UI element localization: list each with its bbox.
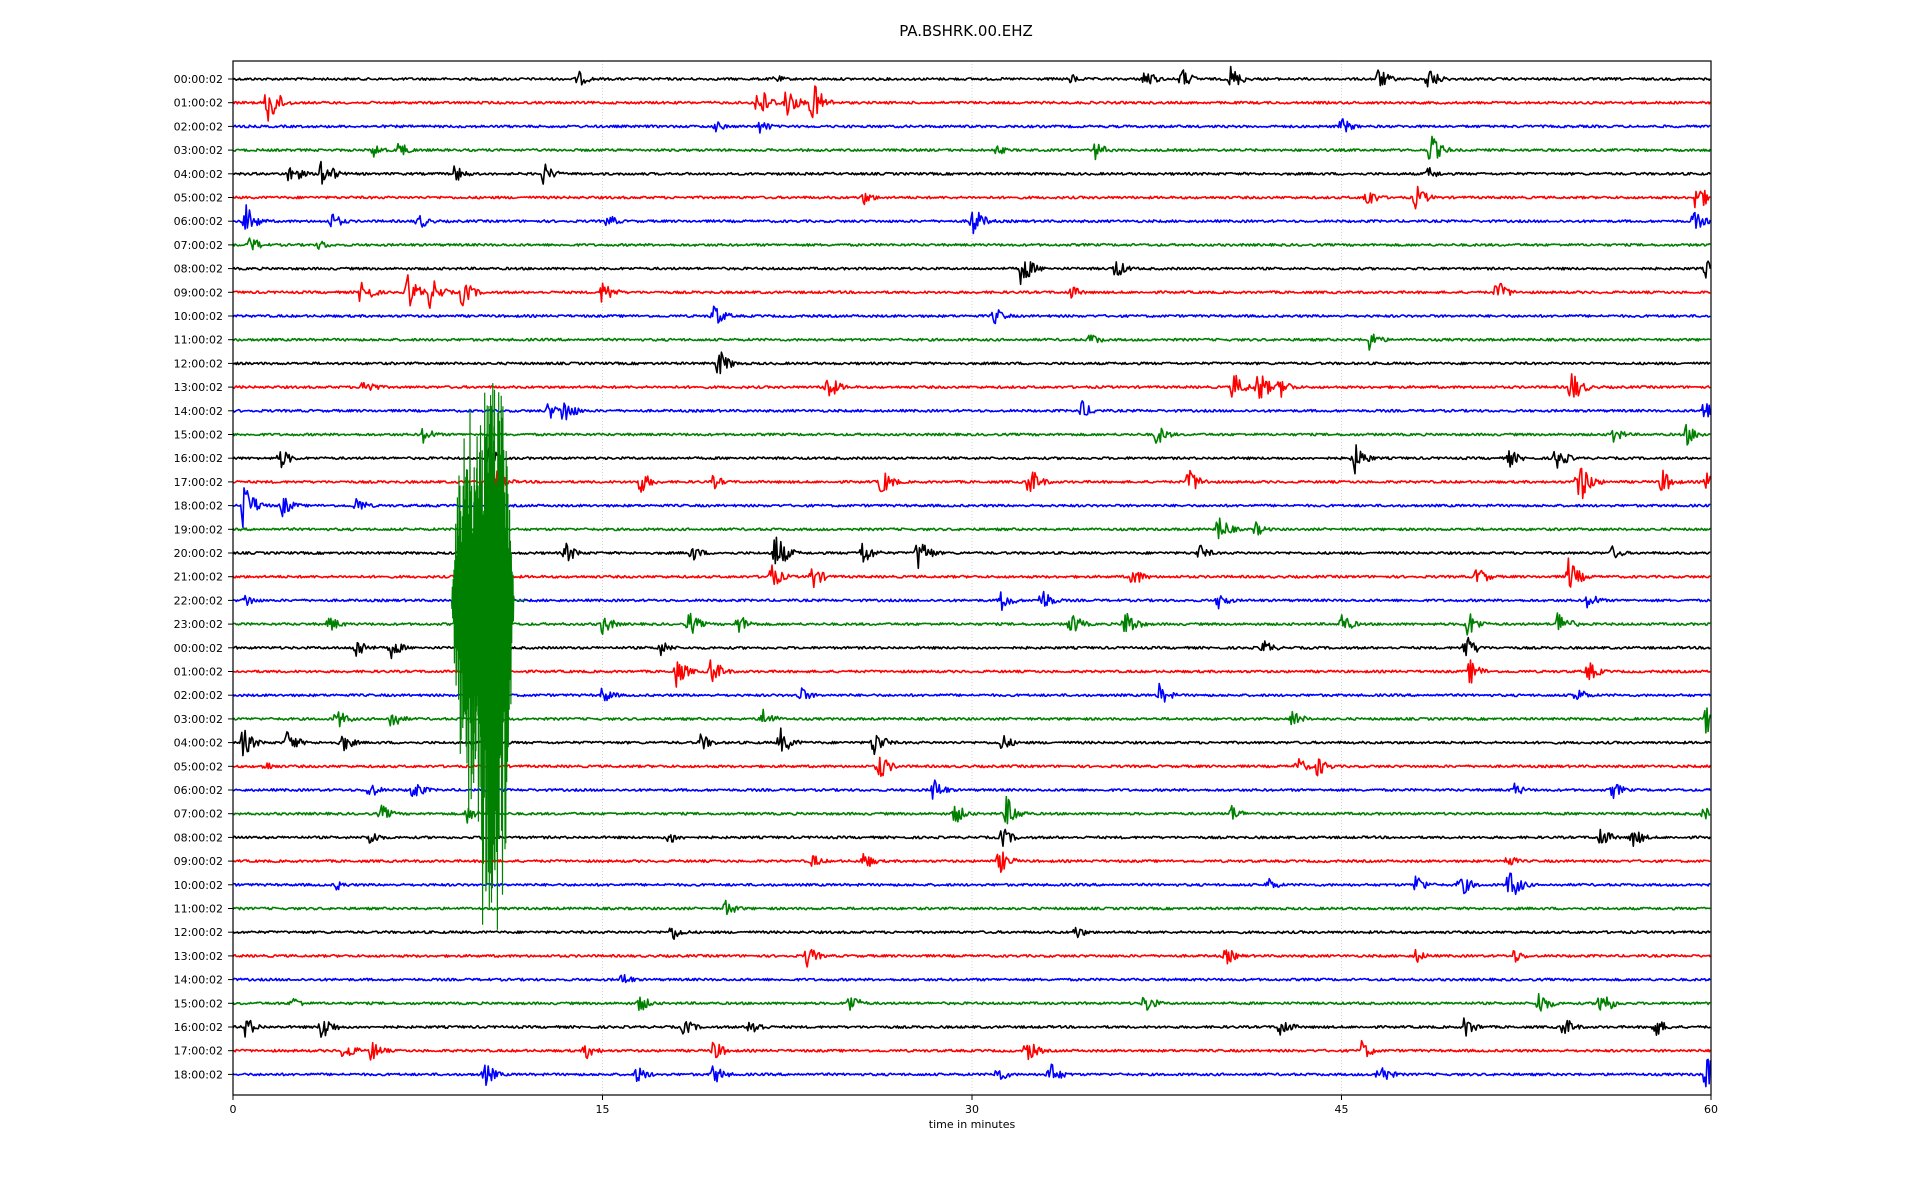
large-event-group — [450, 383, 527, 930]
y-tick-label: 17:00:02 — [174, 1045, 223, 1058]
y-tick-label: 14:00:02 — [174, 405, 223, 418]
y-tick-label: 04:00:02 — [174, 168, 223, 181]
y-tick-label: 17:00:02 — [174, 476, 223, 489]
trace-line — [232, 274, 1711, 309]
y-tick-label: 04:00:02 — [174, 737, 223, 750]
trace-line — [232, 795, 1711, 825]
y-tick-label: 16:00:02 — [174, 1021, 223, 1034]
y-tick-label: 02:00:02 — [174, 689, 223, 702]
y-tick-label: 11:00:02 — [174, 334, 223, 347]
trace-line — [232, 899, 1711, 916]
trace-line — [232, 1039, 1712, 1061]
trace-line — [232, 373, 1711, 399]
y-tick-label: 05:00:02 — [174, 192, 223, 205]
y-tick-label: 16:00:02 — [174, 452, 223, 465]
y-tick-label: 02:00:02 — [174, 120, 223, 133]
y-tick-label: 13:00:02 — [174, 950, 223, 963]
trace-line — [232, 400, 1712, 421]
trace-line — [232, 872, 1711, 896]
y-tick-label: 12:00:02 — [174, 357, 223, 370]
y-tick-label: 05:00:02 — [174, 760, 223, 773]
trace-line — [232, 118, 1711, 134]
trace-line — [232, 204, 1712, 235]
chart-title: PA.BSHRK.00.EHZ — [899, 22, 1033, 40]
trace-line — [232, 333, 1711, 351]
trace-line — [233, 160, 1711, 185]
trace-line — [232, 1058, 1712, 1088]
trace-line — [232, 993, 1711, 1012]
x-tick-label: 60 — [1704, 1103, 1718, 1116]
y-tick-label: 22:00:02 — [174, 594, 223, 607]
trace-line — [232, 727, 1711, 757]
y-tick-label: 18:00:02 — [174, 1068, 223, 1081]
trace-line — [232, 135, 1712, 161]
y-tick-label: 08:00:02 — [174, 263, 223, 276]
y-tick-label: 13:00:02 — [174, 381, 223, 394]
y-tick-label: 10:00:02 — [174, 310, 223, 323]
trace-line — [232, 707, 1712, 734]
trace-line — [232, 682, 1711, 703]
trace-line — [232, 851, 1711, 873]
trace-line — [232, 926, 1711, 940]
y-tick-label: 07:00:02 — [174, 239, 223, 252]
y-tick-label: 14:00:02 — [174, 974, 223, 987]
y-tick-label: 06:00:02 — [174, 215, 223, 228]
y-tick-label: 18:00:02 — [174, 500, 223, 513]
trace-line — [232, 948, 1711, 968]
trace-line — [232, 65, 1711, 88]
y-tick-label: 09:00:02 — [174, 855, 223, 868]
x-tick-label: 15 — [596, 1103, 610, 1116]
trace-line — [232, 423, 1711, 446]
trace-line — [232, 351, 1711, 375]
y-tick-label: 21:00:02 — [174, 571, 223, 584]
y-tick-label: 11:00:02 — [174, 903, 223, 916]
trace-line — [232, 185, 1711, 210]
y-tick-label: 10:00:02 — [174, 879, 223, 892]
trace-line — [232, 237, 1711, 251]
y-tick-label: 07:00:02 — [174, 808, 223, 821]
x-axis-ticks: 0 15 30 45 60 — [230, 1095, 1718, 1116]
trace-line — [232, 756, 1712, 777]
trace-line — [232, 305, 1711, 325]
y-tick-label: 00:00:02 — [174, 73, 223, 86]
y-tick-label: 09:00:02 — [174, 286, 223, 299]
y-tick-label: 19:00:02 — [174, 523, 223, 536]
large-event-trace — [480, 383, 527, 930]
y-tick-label: 00:00:02 — [174, 642, 223, 655]
y-tick-labels: 00:00:02 01:00:02 02:00:02 03:00:02 04:00:02… — [174, 73, 233, 1081]
x-axis-label: time in minutes — [929, 1118, 1016, 1131]
trace-line — [232, 828, 1711, 847]
y-tick-label: 08:00:02 — [174, 831, 223, 844]
y-tick-label: 03:00:02 — [174, 713, 223, 726]
x-tick-label: 0 — [230, 1103, 237, 1116]
y-tick-label: 12:00:02 — [174, 926, 223, 939]
trace-line — [232, 1017, 1711, 1038]
trace-group — [232, 65, 1712, 1088]
trace-line — [232, 260, 1712, 286]
trace-line — [232, 779, 1711, 800]
y-tick-label: 01:00:02 — [174, 666, 223, 679]
y-tick-label: 20:00:02 — [174, 547, 223, 560]
y-tick-label: 15:00:02 — [174, 429, 223, 442]
x-tick-label: 45 — [1335, 1103, 1349, 1116]
y-tick-label: 23:00:02 — [174, 618, 223, 631]
y-tick-label: 06:00:02 — [174, 784, 223, 797]
x-tick-label: 30 — [965, 1103, 979, 1116]
trace-line — [232, 974, 1711, 984]
y-tick-label: 01:00:02 — [174, 97, 223, 110]
y-tick-label: 15:00:02 — [174, 997, 223, 1010]
y-tick-label: 03:00:02 — [174, 144, 223, 157]
trace-line — [232, 85, 1712, 122]
